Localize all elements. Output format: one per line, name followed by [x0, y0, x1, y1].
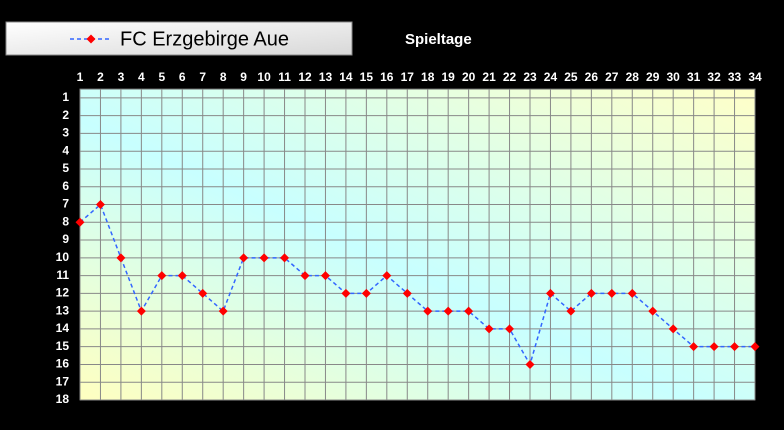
- marker: [525, 359, 535, 369]
- marker: [259, 253, 269, 263]
- marker: [648, 306, 658, 316]
- y-tick-label: 14: [56, 321, 70, 335]
- x-tick-label: 4: [138, 70, 145, 84]
- marker: [382, 271, 392, 281]
- y-tick-label: 5: [62, 161, 69, 175]
- y-tick-label: 9: [62, 232, 69, 246]
- marker: [668, 324, 678, 334]
- marker: [689, 342, 699, 352]
- x-tick-label: 2: [97, 70, 104, 84]
- y-tick-label: 11: [56, 268, 69, 282]
- marker: [300, 271, 310, 281]
- x-tick-label: 25: [564, 70, 578, 84]
- marker: [709, 342, 719, 352]
- x-tick-label: 21: [482, 70, 496, 84]
- marker: [177, 271, 187, 281]
- x-tick-label: 26: [585, 70, 599, 84]
- y-tick-label: 1: [62, 90, 69, 104]
- marker: [239, 253, 249, 263]
- y-tick-label: 12: [56, 286, 70, 300]
- marker: [157, 271, 167, 281]
- x-tick-label: 23: [523, 70, 537, 84]
- y-tick-label: 2: [62, 108, 69, 122]
- marker: [75, 217, 85, 227]
- x-tick-label: 24: [544, 70, 558, 84]
- x-tick-label: 1: [77, 70, 84, 84]
- x-tick-label: 5: [158, 70, 165, 84]
- legend-label: FC Erzgebirge Aue: [120, 28, 289, 50]
- x-tick-label: 10: [257, 70, 271, 84]
- y-tick-label: 18: [56, 392, 70, 406]
- x-tick-label: 29: [646, 70, 660, 84]
- x-tick-label: 16: [380, 70, 394, 84]
- x-tick-label: 14: [339, 70, 353, 84]
- marker: [505, 324, 515, 334]
- x-tick-label: 19: [442, 70, 456, 84]
- marker: [443, 306, 453, 316]
- marker: [566, 306, 576, 316]
- y-tick-label: 7: [62, 197, 69, 211]
- x-tick-label: 3: [118, 70, 125, 84]
- chart-title: Spieltage: [405, 31, 472, 48]
- x-tick-label: 17: [401, 70, 415, 84]
- y-tick-label: 6: [62, 179, 69, 193]
- y-tick-label: 8: [62, 214, 69, 228]
- marker: [116, 253, 126, 263]
- x-tick-label: 12: [298, 70, 312, 84]
- marker: [320, 271, 330, 281]
- x-tick-label: 20: [462, 70, 476, 84]
- marker: [95, 200, 105, 210]
- y-tick-label: 10: [56, 250, 70, 264]
- marker: [218, 306, 228, 316]
- x-tick-label: 22: [503, 70, 517, 84]
- y-tick-label: 3: [62, 126, 69, 140]
- marker: [750, 342, 760, 352]
- x-tick-label: 33: [728, 70, 742, 84]
- legend-box: [5, 21, 353, 56]
- y-tick-label: 16: [56, 357, 70, 371]
- x-tick-label: 7: [199, 70, 206, 84]
- marker: [586, 288, 596, 298]
- x-tick-label: 32: [707, 70, 721, 84]
- marker: [484, 324, 494, 334]
- x-tick-label: 18: [421, 70, 435, 84]
- marker: [627, 288, 637, 298]
- marker: [464, 306, 474, 316]
- x-tick-label: 15: [360, 70, 374, 84]
- marker: [402, 288, 412, 298]
- x-tick-label: 27: [605, 70, 619, 84]
- x-tick-label: 8: [220, 70, 227, 84]
- marker: [361, 288, 371, 298]
- x-tick-label: 6: [179, 70, 186, 84]
- marker: [198, 288, 208, 298]
- x-tick-label: 31: [687, 70, 701, 84]
- marker: [730, 342, 740, 352]
- y-tick-label: 4: [62, 143, 69, 157]
- marker: [607, 288, 617, 298]
- marker: [341, 288, 351, 298]
- x-tick-label: 13: [319, 70, 333, 84]
- y-tick-label: 13: [56, 303, 70, 317]
- plot-area: [79, 88, 756, 401]
- marker: [423, 306, 433, 316]
- y-tick-label: 15: [56, 339, 70, 353]
- marker: [136, 306, 146, 316]
- marker: [545, 288, 555, 298]
- x-tick-label: 9: [240, 70, 247, 84]
- legend-marker: [86, 34, 96, 44]
- x-tick-label: 34: [748, 70, 762, 84]
- x-tick-label: 30: [667, 70, 681, 84]
- x-tick-label: 11: [278, 70, 291, 84]
- x-tick-label: 28: [626, 70, 640, 84]
- series-line: [79, 203, 755, 367]
- marker: [280, 253, 290, 263]
- y-tick-label: 17: [56, 374, 70, 388]
